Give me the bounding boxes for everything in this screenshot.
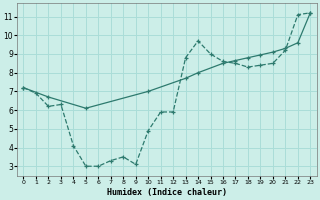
- X-axis label: Humidex (Indice chaleur): Humidex (Indice chaleur): [107, 188, 227, 197]
